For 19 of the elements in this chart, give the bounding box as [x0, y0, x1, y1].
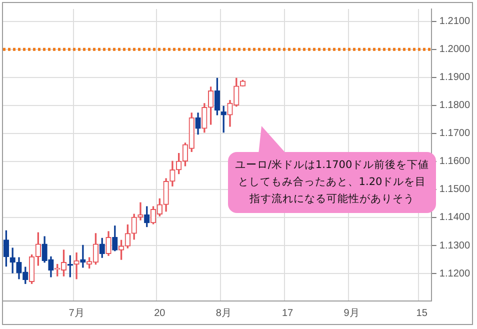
y-tick-label: 1.1400	[439, 212, 470, 224]
candlestick	[80, 244, 86, 268]
x-tick-label: 8月	[216, 308, 232, 319]
y-tick-label: 1.1700	[439, 128, 470, 140]
x-tick-label: 7月	[68, 308, 84, 319]
y-tick-label: 1.1900	[439, 72, 470, 84]
y-tick-label: 1.1800	[439, 100, 470, 112]
x-tick-label: 9月	[344, 308, 360, 319]
y-tick-label: 1.2000	[439, 44, 470, 56]
x-tick-label: 17	[282, 308, 294, 319]
y-tick-label: 1.1300	[439, 240, 470, 252]
y-tick-label: 1.1200	[439, 268, 470, 280]
y-tick-label: 1.1600	[439, 156, 470, 168]
annotation: ユーロ/米ドルは1.1700ドル前後を下値としてもみ合ったあと、1.20ドルを目指す流れになる可能性がありそう	[228, 152, 436, 213]
x-tick-label: 15	[416, 308, 428, 319]
candlestick	[74, 252, 80, 280]
x-tick-label: 20	[154, 308, 166, 319]
y-tick-label: 1.2100	[439, 16, 470, 28]
y-tick-label: 1.1500	[439, 184, 470, 196]
